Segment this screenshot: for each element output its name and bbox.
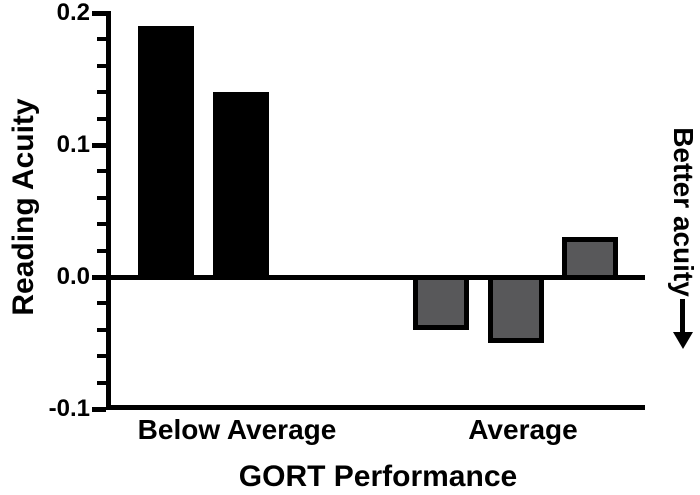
y-tick-label: 0.2 xyxy=(56,0,90,26)
y-tick-label: 0.0 xyxy=(56,263,90,290)
y-minor-tick xyxy=(97,381,106,385)
y-tick-label: -0.1 xyxy=(48,395,90,422)
y-minor-tick xyxy=(97,222,106,226)
y-tick-label: 0.1 xyxy=(56,131,90,158)
y-minor-tick xyxy=(97,37,106,41)
y-minor-tick xyxy=(97,354,106,358)
x-category-label-below-average: Below Average xyxy=(137,414,337,445)
y-minor-tick xyxy=(97,196,106,200)
y-minor-tick xyxy=(97,64,106,68)
bar-average-2 xyxy=(488,275,544,343)
y-major-tick xyxy=(92,143,106,148)
y-minor-tick xyxy=(97,90,106,94)
zero-baseline xyxy=(111,275,645,280)
down-arrow-head-icon xyxy=(673,332,693,349)
bar-average-1 xyxy=(413,275,469,330)
bar-below-average-2 xyxy=(213,92,269,280)
y-minor-tick xyxy=(97,169,106,173)
x-axis-line xyxy=(106,405,645,410)
bar-below-average-1 xyxy=(138,26,194,280)
y-minor-tick xyxy=(97,301,106,305)
y-minor-tick xyxy=(97,249,106,253)
x-category-label-average: Average xyxy=(468,414,578,445)
y-major-tick xyxy=(92,275,106,280)
y-minor-tick xyxy=(97,328,106,332)
y-major-tick xyxy=(92,407,106,412)
down-arrow-icon xyxy=(680,299,685,333)
y-major-tick xyxy=(92,11,106,16)
x-axis-title: GORT Performance xyxy=(238,460,518,493)
bar-average-3 xyxy=(562,237,618,280)
y-axis-spine xyxy=(106,11,111,410)
y-minor-tick xyxy=(97,117,106,121)
